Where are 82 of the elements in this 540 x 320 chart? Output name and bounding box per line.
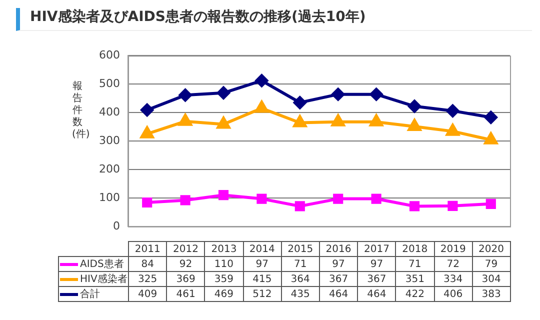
point — [333, 194, 344, 204]
x-tick-label: 2013 — [204, 242, 244, 256]
data-label: 351 — [396, 272, 434, 286]
point — [408, 118, 422, 131]
x-tick-label: 2016 — [319, 242, 358, 256]
data-label: 325 — [128, 272, 167, 286]
point — [255, 74, 268, 88]
data-label: 84 — [128, 256, 167, 272]
x-tick-label: 2017 — [358, 242, 396, 256]
chart-title: HIV感染者及びAIDS患者の報告数の推移(過去10年) — [16, 8, 532, 31]
data-label: 367 — [358, 272, 396, 286]
x-tick-label: 2011 — [128, 242, 167, 256]
y-tick-label: 300 — [99, 134, 120, 147]
data-label: 304 — [472, 272, 510, 286]
data-label: 359 — [204, 272, 244, 286]
point — [409, 201, 420, 212]
point — [218, 190, 229, 200]
point — [446, 124, 460, 136]
legend-label: 合計 — [58, 286, 128, 302]
data-label: 110 — [204, 256, 244, 272]
point — [448, 200, 458, 211]
point — [178, 114, 192, 126]
point — [408, 100, 421, 113]
x-tick-label: 2018 — [396, 242, 434, 256]
point — [446, 104, 460, 118]
y-tick-label: 100 — [99, 190, 120, 204]
data-label: 97 — [319, 256, 358, 272]
data-label: 367 — [319, 272, 358, 286]
point — [370, 114, 383, 126]
x-tick-label: 2015 — [281, 242, 320, 256]
data-label: 512 — [243, 286, 282, 302]
legend-label: AIDS患者 — [58, 256, 128, 272]
point — [180, 195, 190, 206]
point — [140, 126, 154, 138]
data-label: 469 — [204, 286, 244, 302]
data-label: 461 — [166, 286, 205, 302]
x-tick-label: 2012 — [166, 242, 205, 256]
legend-label: HIV感染者 — [58, 272, 128, 286]
data-label: 415 — [243, 272, 282, 286]
x-tick-label: 2020 — [472, 242, 510, 256]
data-label: 383 — [472, 286, 510, 302]
point — [293, 96, 306, 110]
point — [255, 100, 268, 113]
point — [294, 201, 305, 212]
data-label: 406 — [434, 286, 472, 302]
data-label: 422 — [396, 286, 434, 302]
data-label: 464 — [319, 286, 358, 302]
data-label: 92 — [166, 256, 205, 272]
data-label: 464 — [358, 286, 396, 302]
data-label: 334 — [434, 272, 472, 286]
point — [370, 88, 383, 101]
point — [332, 88, 345, 101]
x-tick-label: 2014 — [243, 242, 282, 256]
point — [484, 132, 498, 144]
data-label: 97 — [358, 256, 396, 272]
point — [371, 194, 382, 204]
y-tick-label: 0 — [113, 219, 120, 232]
data-label: 72 — [434, 256, 472, 272]
data-label: 79 — [472, 256, 510, 272]
point — [484, 110, 498, 124]
y-tick-label: 500 — [99, 76, 120, 90]
point — [178, 88, 192, 102]
x-tick-label: 2019 — [434, 242, 472, 256]
data-label: 97 — [243, 256, 282, 272]
data-label: 71 — [396, 256, 434, 272]
data-label: 71 — [281, 256, 320, 272]
point — [293, 115, 307, 128]
point — [486, 198, 496, 209]
data-label: 369 — [166, 272, 205, 286]
point — [142, 197, 152, 208]
point — [256, 194, 267, 204]
y-tick-label: 600 — [99, 48, 120, 62]
point — [216, 116, 230, 129]
point — [217, 86, 230, 100]
y-axis-title: 報告件数(件) — [72, 81, 90, 141]
point — [331, 114, 345, 126]
point — [140, 103, 154, 116]
data-label: 435 — [281, 286, 320, 302]
y-tick-label: 200 — [99, 162, 120, 176]
data-label: 409 — [128, 286, 167, 302]
data-label: 364 — [281, 272, 320, 286]
y-tick-label: 400 — [99, 105, 120, 118]
